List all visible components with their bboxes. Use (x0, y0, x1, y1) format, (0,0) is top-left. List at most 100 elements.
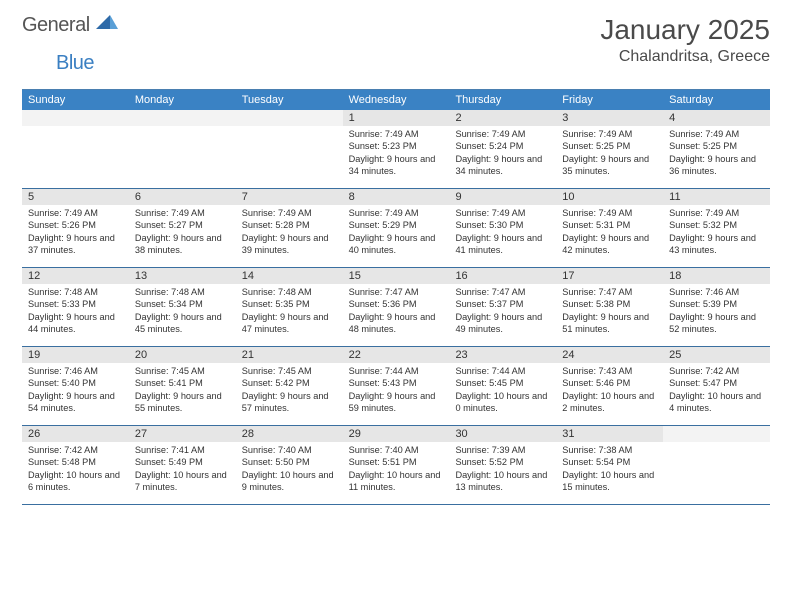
day-line: Sunset: 5:25 PM (562, 140, 657, 152)
day-line: Sunset: 5:46 PM (562, 377, 657, 389)
day-cell: 7Sunrise: 7:49 AMSunset: 5:28 PMDaylight… (236, 189, 343, 267)
day-number: 26 (22, 426, 129, 442)
day-cell: 8Sunrise: 7:49 AMSunset: 5:29 PMDaylight… (343, 189, 450, 267)
dayhead-saturday: Saturday (663, 90, 770, 110)
day-number: 7 (236, 189, 343, 205)
day-body: Sunrise: 7:49 AMSunset: 5:29 PMDaylight:… (343, 205, 450, 261)
day-line: Sunrise: 7:44 AM (349, 365, 444, 377)
day-line: Sunrise: 7:49 AM (349, 207, 444, 219)
week-row: 26Sunrise: 7:42 AMSunset: 5:48 PMDayligh… (22, 426, 770, 505)
day-number: 16 (449, 268, 556, 284)
day-line: Sunset: 5:43 PM (349, 377, 444, 389)
day-number: 2 (449, 110, 556, 126)
day-line: Daylight: 10 hours and 13 minutes. (455, 469, 550, 494)
day-body: Sunrise: 7:46 AMSunset: 5:39 PMDaylight:… (663, 284, 770, 340)
day-body: Sunrise: 7:49 AMSunset: 5:31 PMDaylight:… (556, 205, 663, 261)
day-line: Daylight: 10 hours and 6 minutes. (28, 469, 123, 494)
day-cell: 9Sunrise: 7:49 AMSunset: 5:30 PMDaylight… (449, 189, 556, 267)
day-line: Daylight: 10 hours and 9 minutes. (242, 469, 337, 494)
day-cell: 5Sunrise: 7:49 AMSunset: 5:26 PMDaylight… (22, 189, 129, 267)
logo-text-2: Blue (56, 52, 94, 74)
day-body: Sunrise: 7:44 AMSunset: 5:45 PMDaylight:… (449, 363, 556, 419)
week-row: 1Sunrise: 7:49 AMSunset: 5:23 PMDaylight… (22, 110, 770, 189)
day-line: Sunrise: 7:45 AM (242, 365, 337, 377)
day-number: 3 (556, 110, 663, 126)
day-line: Sunrise: 7:49 AM (562, 207, 657, 219)
day-line: Sunrise: 7:49 AM (455, 207, 550, 219)
day-number: 11 (663, 189, 770, 205)
day-line: Daylight: 9 hours and 40 minutes. (349, 232, 444, 257)
day-body: Sunrise: 7:49 AMSunset: 5:30 PMDaylight:… (449, 205, 556, 261)
day-cell: 15Sunrise: 7:47 AMSunset: 5:36 PMDayligh… (343, 268, 450, 346)
logo-text-1: General (22, 14, 90, 37)
day-number: 5 (22, 189, 129, 205)
day-cell: 1Sunrise: 7:49 AMSunset: 5:23 PMDaylight… (343, 110, 450, 188)
day-line: Sunrise: 7:42 AM (669, 365, 764, 377)
day-number: 12 (22, 268, 129, 284)
day-line: Daylight: 9 hours and 37 minutes. (28, 232, 123, 257)
day-line: Sunset: 5:47 PM (669, 377, 764, 389)
day-cell: 19Sunrise: 7:46 AMSunset: 5:40 PMDayligh… (22, 347, 129, 425)
day-body: Sunrise: 7:47 AMSunset: 5:38 PMDaylight:… (556, 284, 663, 340)
day-line: Daylight: 10 hours and 11 minutes. (349, 469, 444, 494)
day-body: Sunrise: 7:49 AMSunset: 5:25 PMDaylight:… (556, 126, 663, 182)
logo-mark-icon (96, 15, 118, 36)
day-cell: 6Sunrise: 7:49 AMSunset: 5:27 PMDaylight… (129, 189, 236, 267)
day-line: Sunset: 5:52 PM (455, 456, 550, 468)
day-line: Sunrise: 7:44 AM (455, 365, 550, 377)
day-body: Sunrise: 7:49 AMSunset: 5:28 PMDaylight:… (236, 205, 343, 261)
day-cell: 18Sunrise: 7:46 AMSunset: 5:39 PMDayligh… (663, 268, 770, 346)
day-body: Sunrise: 7:40 AMSunset: 5:51 PMDaylight:… (343, 442, 450, 498)
month-title: January 2025 (600, 14, 770, 46)
day-line: Sunrise: 7:46 AM (28, 365, 123, 377)
day-number: 30 (449, 426, 556, 442)
day-line: Sunset: 5:42 PM (242, 377, 337, 389)
day-line: Sunset: 5:30 PM (455, 219, 550, 231)
day-line: Sunrise: 7:41 AM (135, 444, 230, 456)
day-body: Sunrise: 7:47 AMSunset: 5:36 PMDaylight:… (343, 284, 450, 340)
day-line: Sunset: 5:36 PM (349, 298, 444, 310)
day-body: Sunrise: 7:39 AMSunset: 5:52 PMDaylight:… (449, 442, 556, 498)
day-line: Daylight: 9 hours and 43 minutes. (669, 232, 764, 257)
day-body: Sunrise: 7:49 AMSunset: 5:25 PMDaylight:… (663, 126, 770, 182)
day-cell: 4Sunrise: 7:49 AMSunset: 5:25 PMDaylight… (663, 110, 770, 188)
day-line: Sunrise: 7:48 AM (242, 286, 337, 298)
day-line: Sunrise: 7:48 AM (135, 286, 230, 298)
day-line: Sunset: 5:34 PM (135, 298, 230, 310)
day-line: Daylight: 9 hours and 39 minutes. (242, 232, 337, 257)
day-cell: 24Sunrise: 7:43 AMSunset: 5:46 PMDayligh… (556, 347, 663, 425)
day-line: Sunrise: 7:47 AM (349, 286, 444, 298)
calendar: SundayMondayTuesdayWednesdayThursdayFrid… (22, 89, 770, 505)
day-line: Daylight: 9 hours and 35 minutes. (562, 153, 657, 178)
day-line: Sunrise: 7:48 AM (28, 286, 123, 298)
day-line: Daylight: 9 hours and 47 minutes. (242, 311, 337, 336)
dayhead-row: SundayMondayTuesdayWednesdayThursdayFrid… (22, 90, 770, 110)
day-line: Daylight: 9 hours and 42 minutes. (562, 232, 657, 257)
week-row: 12Sunrise: 7:48 AMSunset: 5:33 PMDayligh… (22, 268, 770, 347)
day-body: Sunrise: 7:47 AMSunset: 5:37 PMDaylight:… (449, 284, 556, 340)
day-cell: 29Sunrise: 7:40 AMSunset: 5:51 PMDayligh… (343, 426, 450, 504)
day-body (236, 126, 343, 132)
day-cell: 16Sunrise: 7:47 AMSunset: 5:37 PMDayligh… (449, 268, 556, 346)
day-body: Sunrise: 7:48 AMSunset: 5:35 PMDaylight:… (236, 284, 343, 340)
day-line: Sunrise: 7:49 AM (135, 207, 230, 219)
day-line: Sunrise: 7:49 AM (242, 207, 337, 219)
day-number: 24 (556, 347, 663, 363)
dayhead-tuesday: Tuesday (236, 90, 343, 110)
day-line: Sunset: 5:39 PM (669, 298, 764, 310)
day-line: Sunset: 5:25 PM (669, 140, 764, 152)
day-body: Sunrise: 7:49 AMSunset: 5:26 PMDaylight:… (22, 205, 129, 261)
day-line: Daylight: 10 hours and 15 minutes. (562, 469, 657, 494)
day-line: Sunrise: 7:38 AM (562, 444, 657, 456)
day-line: Sunrise: 7:47 AM (562, 286, 657, 298)
day-number: 17 (556, 268, 663, 284)
day-number: 6 (129, 189, 236, 205)
day-line: Daylight: 9 hours and 38 minutes. (135, 232, 230, 257)
day-line: Sunset: 5:24 PM (455, 140, 550, 152)
day-body: Sunrise: 7:49 AMSunset: 5:24 PMDaylight:… (449, 126, 556, 182)
day-cell: 25Sunrise: 7:42 AMSunset: 5:47 PMDayligh… (663, 347, 770, 425)
day-number (22, 110, 129, 126)
day-line: Sunrise: 7:42 AM (28, 444, 123, 456)
day-cell: 11Sunrise: 7:49 AMSunset: 5:32 PMDayligh… (663, 189, 770, 267)
day-number: 27 (129, 426, 236, 442)
